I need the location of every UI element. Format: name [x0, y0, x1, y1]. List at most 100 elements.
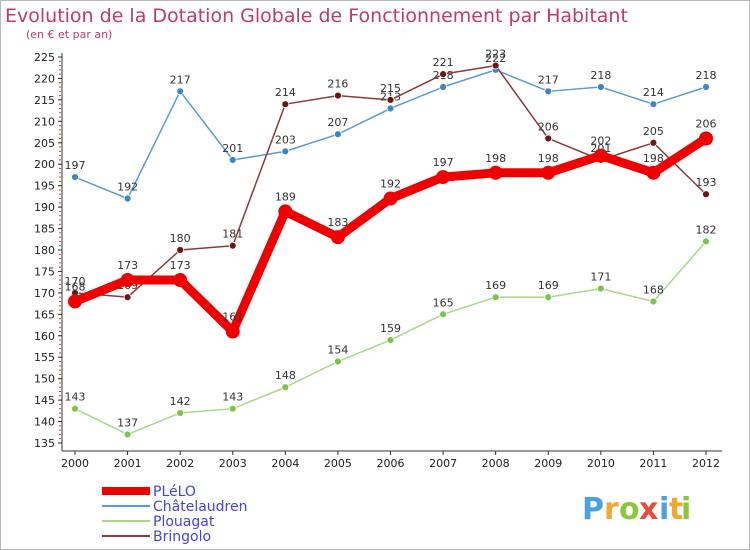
- data-point-plouagat: [228, 404, 237, 413]
- y-tick-label: 220: [34, 72, 55, 85]
- logo-letter: t: [669, 492, 683, 527]
- data-point-pl-lo: [173, 273, 188, 288]
- data-point-bringolo: [439, 70, 447, 79]
- axes: 135 140 145 150 155 160 165 170 175 180 185 190 195 2…: [34, 51, 722, 470]
- series-bringolo: 170 169 180 181 214 216 215 221 223 206 201 205 193: [65, 48, 717, 302]
- y-tick-label: 165: [34, 308, 55, 321]
- data-point-plouagat: [123, 430, 132, 439]
- y-tick-label: 160: [34, 330, 55, 343]
- data-label-ch-telaudren: 203: [275, 133, 296, 146]
- y-tick-label: 185: [34, 223, 55, 236]
- data-point-plouagat: [281, 383, 290, 392]
- data-label-plouagat: 137: [117, 416, 138, 429]
- data-point-pl-lo: [278, 204, 293, 219]
- x-tick-label: 2008: [482, 457, 510, 470]
- data-point-ch-telaudren: [228, 156, 237, 164]
- data-point-bringolo: [649, 138, 658, 147]
- data-label-bringolo: 214: [275, 86, 296, 99]
- x-tick-label: 2001: [114, 457, 142, 470]
- y-tick-label: 180: [34, 244, 55, 257]
- data-label-bringolo: 170: [65, 275, 86, 288]
- series-pl-lo: 168 173 173 161 189 183 192 197 198 198 202 198 206: [65, 117, 717, 339]
- x-tick-label: 2005: [324, 457, 352, 470]
- y-tick-label: 155: [34, 351, 55, 364]
- data-label-pl-lo: 161: [222, 310, 243, 323]
- data-label-bringolo: 180: [170, 232, 191, 245]
- y-tick-label: 145: [34, 394, 55, 407]
- y-tick-label: 140: [34, 416, 55, 429]
- legend-label-pl-lo: PLéLO: [153, 484, 196, 500]
- chart-subtitle: (en € et par an): [26, 28, 112, 41]
- series-plouagat: 143 137 142 143 148 154 159 165 169 169 171 168 182: [65, 223, 717, 439]
- data-label-plouagat: 159: [380, 322, 401, 335]
- data-point-ch-telaudren: [176, 87, 185, 96]
- data-point-pl-lo: [330, 230, 345, 245]
- data-point-bringolo: [228, 241, 237, 250]
- data-point-ch-telaudren: [334, 130, 342, 139]
- data-label-plouagat: 154: [327, 344, 348, 357]
- data-label-ch-telaudren: 192: [117, 181, 138, 194]
- data-point-pl-lo: [646, 165, 661, 180]
- y-tick-label: 150: [34, 373, 55, 386]
- data-point-plouagat: [176, 409, 185, 417]
- data-label-plouagat: 169: [538, 279, 559, 292]
- data-point-ch-telaudren: [596, 83, 605, 91]
- y-tick-label: 195: [34, 180, 55, 193]
- data-label-plouagat: 143: [65, 391, 86, 404]
- data-point-plouagat: [702, 237, 710, 246]
- data-label-pl-lo: 173: [170, 259, 191, 272]
- data-point-bringolo: [281, 100, 290, 109]
- data-label-bringolo: 215: [380, 82, 401, 95]
- y-tick-label: 225: [34, 51, 55, 64]
- logo-letter: i: [659, 492, 669, 527]
- x-tick-label: 2012: [692, 457, 720, 470]
- y-tick-label: 210: [34, 115, 55, 128]
- data-point-pl-lo: [120, 273, 135, 288]
- data-label-ch-telaudren: 207: [327, 116, 348, 129]
- data-point-ch-telaudren: [123, 194, 132, 203]
- data-label-ch-telaudren: 217: [538, 73, 559, 86]
- data-label-plouagat: 165: [433, 296, 454, 309]
- data-point-ch-telaudren: [649, 100, 658, 109]
- data-label-pl-lo: 198: [485, 152, 506, 165]
- data-label-pl-lo: 183: [327, 216, 348, 229]
- y-tick-label: 175: [34, 265, 55, 278]
- data-label-ch-telaudren: 201: [222, 142, 243, 155]
- data-point-bringolo: [491, 61, 500, 70]
- data-point-plouagat: [649, 297, 658, 306]
- data-label-plouagat: 182: [696, 223, 717, 236]
- data-label-bringolo: 206: [538, 120, 559, 133]
- data-point-pl-lo: [699, 131, 713, 146]
- x-tick-label: 2000: [61, 457, 89, 470]
- data-label-plouagat: 168: [643, 283, 664, 296]
- data-point-pl-lo: [383, 191, 398, 206]
- x-tick-label: 2010: [587, 457, 615, 470]
- data-point-ch-telaudren: [544, 87, 553, 96]
- data-label-pl-lo: 202: [590, 135, 611, 148]
- legend-label-plouagat: Plouagat: [153, 514, 215, 530]
- data-label-ch-telaudren: 218: [696, 69, 717, 82]
- y-tick-label: 200: [34, 158, 55, 171]
- data-label-bringolo: 223: [485, 48, 506, 61]
- data-label-bringolo: 216: [327, 78, 348, 91]
- legend-label-bringolo: Bringolo: [153, 529, 211, 545]
- logo-letter: i: [681, 492, 691, 527]
- logo-letter: o: [619, 492, 640, 527]
- data-label-plouagat: 143: [222, 391, 243, 404]
- data-label-pl-lo: 197: [433, 156, 454, 169]
- data-label-bringolo: 181: [222, 228, 243, 241]
- data-point-bringolo: [334, 91, 342, 100]
- data-point-bringolo: [386, 95, 395, 104]
- logo-letter: r: [604, 492, 619, 527]
- x-tick-label: 2004: [271, 457, 299, 470]
- data-point-plouagat: [386, 336, 395, 344]
- data-point-plouagat: [491, 293, 500, 302]
- logo-letter: P: [582, 492, 604, 527]
- data-label-pl-lo: 189: [275, 190, 296, 203]
- data-label-ch-telaudren: 197: [65, 159, 86, 172]
- logo-letter: x: [639, 492, 658, 527]
- data-point-ch-telaudren: [439, 83, 447, 91]
